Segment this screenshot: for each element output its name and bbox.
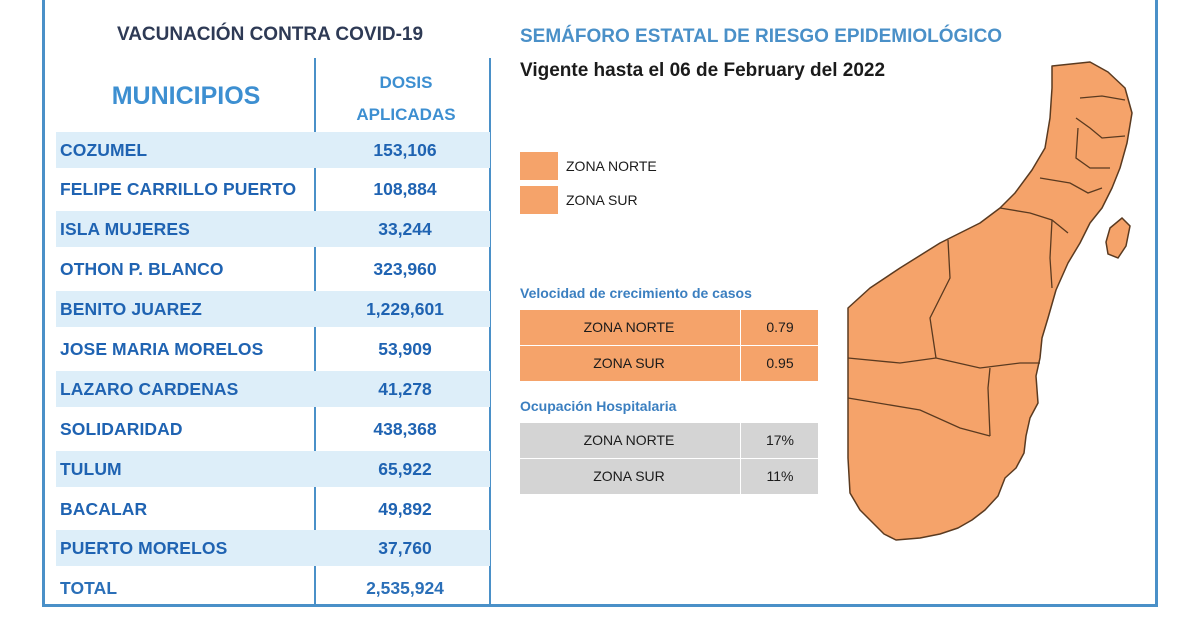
dosis-value: 53,909: [378, 339, 432, 359]
municipal-borders: [847, 95, 1126, 437]
table-row: SOLIDARIDAD 438,368: [56, 411, 490, 447]
municipio-name: FELIPE CARRILLO PUERTO: [60, 179, 297, 199]
dosis-value: 41,278: [378, 379, 432, 399]
table-row: FELIPE CARRILLO PUERTO 108,884: [56, 171, 490, 207]
velocidad-heading: Velocidad de crecimiento de casos: [520, 285, 752, 301]
dosis-header: DOSIS APLICADAS: [320, 67, 492, 131]
municipio-name: TULUM: [60, 459, 122, 479]
velocidad-zona: ZONA SUR: [593, 355, 665, 371]
table-row: BACALAR 49,892: [56, 491, 490, 527]
vigente-date: Vigente hasta el 06 de February del 2022: [520, 60, 886, 81]
total-value: 2,535,924: [366, 578, 444, 598]
dosis-value: 33,244: [378, 219, 432, 239]
dosis-value: 49,892: [378, 499, 432, 519]
column-divider: [314, 58, 316, 606]
table-row: OTHON P. BLANCO 323,960: [56, 251, 490, 287]
ocupacion-zona: ZONA SUR: [593, 468, 665, 484]
dosis-value: 37,760: [378, 538, 432, 558]
municipio-name: BACALAR: [60, 499, 148, 519]
municipio-name: JOSE MARIA MORELOS: [60, 339, 264, 359]
velocidad-zona: ZONA NORTE: [583, 319, 675, 335]
ocupacion-heading: Ocupación Hospitalaria: [520, 398, 677, 414]
ocupacion-valor: 11%: [740, 459, 819, 494]
legend-swatch-norte: [520, 152, 558, 180]
total-row: TOTAL 2,535,924: [56, 570, 490, 606]
velocidad-valor: 0.79: [740, 310, 819, 345]
legend-swatch-sur: [520, 186, 558, 214]
cozumel-island: [1105, 216, 1131, 259]
state-map: [847, 61, 1133, 541]
table-row: PUERTO MORELOS 37,760: [56, 530, 490, 566]
ocupacion-zona: ZONA NORTE: [583, 432, 675, 448]
municipio-name: ISLA MUJERES: [60, 219, 190, 239]
municipio-name: OTHON P. BLANCO: [60, 259, 224, 279]
dosis-header-line1: DOSIS: [379, 73, 433, 92]
dosis-value: 65,922: [378, 459, 432, 479]
dosis-value: 438,368: [373, 419, 437, 439]
state-shape: [847, 61, 1133, 541]
legend-label-norte: ZONA NORTE: [566, 158, 657, 174]
dosis-header-line2: APLICADAS: [356, 105, 456, 124]
table-row: COZUMEL 153,106: [56, 132, 490, 168]
municipio-name: LAZARO CARDENAS: [60, 379, 239, 399]
ocupacion-valor: 17%: [740, 423, 819, 458]
dosis-value: 108,884: [373, 179, 437, 199]
semaforo-title: SEMÁFORO ESTATAL DE RIESGO EPIDEMIOLÓGIC…: [520, 26, 1003, 47]
velocidad-valor: 0.95: [740, 346, 819, 381]
table-row: TULUM 65,922: [56, 451, 490, 487]
dosis-value: 323,960: [373, 259, 437, 279]
panel-frame: [42, 0, 1158, 607]
section-divider: [489, 58, 491, 606]
municipio-name: PUERTO MORELOS: [60, 538, 228, 558]
dosis-value: 1,229,601: [366, 299, 444, 319]
municipio-name: BENITO JUAREZ: [60, 299, 202, 319]
table-row: JOSE MARIA MORELOS 53,909: [56, 331, 490, 367]
velocidad-row: ZONA SUR 0.95: [520, 345, 818, 381]
table-row: ISLA MUJERES 33,244: [56, 211, 490, 247]
municipios-header: MUNICIPIOS: [111, 82, 261, 110]
dosis-value: 153,106: [373, 140, 437, 160]
legend-label-sur: ZONA SUR: [566, 192, 638, 208]
ocupacion-row: ZONA NORTE 17%: [520, 423, 818, 458]
ocupacion-row: ZONA SUR 11%: [520, 458, 818, 494]
municipio-name: SOLIDARIDAD: [60, 419, 183, 439]
vaccination-title: VACUNACIÓN CONTRA COVID-19: [116, 24, 424, 45]
velocidad-row: ZONA NORTE 0.79: [520, 310, 818, 345]
total-label: TOTAL: [60, 578, 118, 598]
table-row: BENITO JUAREZ 1,229,601: [56, 291, 490, 327]
municipio-name: COZUMEL: [60, 140, 148, 160]
table-row: LAZARO CARDENAS 41,278: [56, 371, 490, 407]
